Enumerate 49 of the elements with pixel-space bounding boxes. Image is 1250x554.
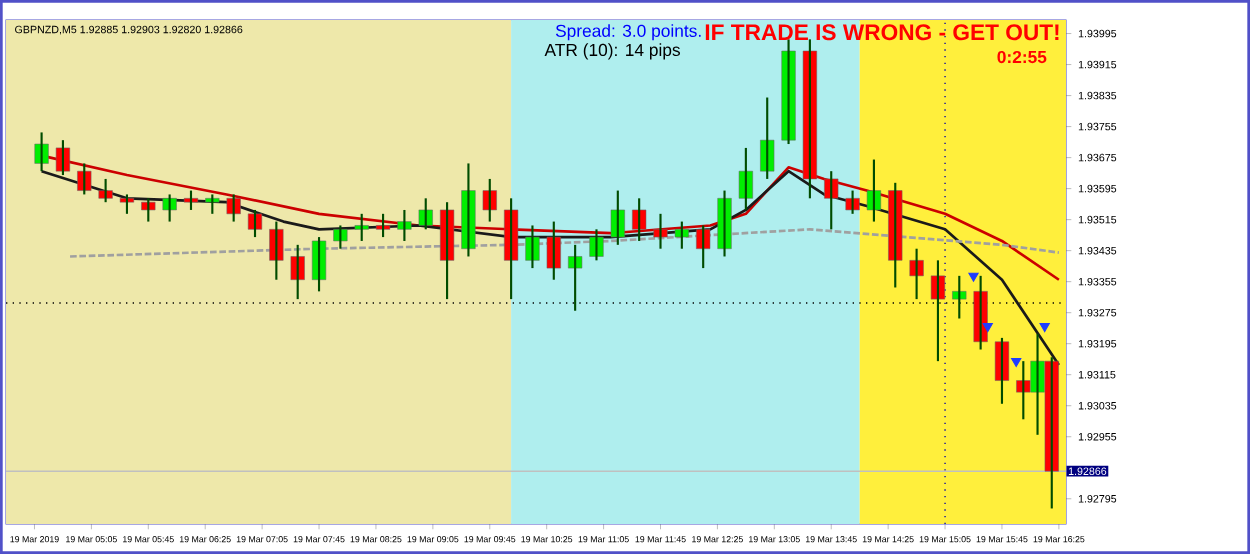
candlestick: [610, 189, 625, 246]
candlestick: [461, 162, 476, 258]
candlestick: [333, 224, 348, 250]
point: [1011, 357, 1022, 368]
candlestick: [34, 131, 49, 173]
candlestick: [845, 189, 860, 215]
candlestick: [375, 212, 391, 239]
candlestick: [802, 38, 817, 200]
candlestick: [397, 208, 412, 243]
candlestick: [418, 197, 433, 231]
candlestick: [482, 177, 497, 223]
candlestick: [119, 193, 135, 215]
candlestick: [55, 139, 71, 177]
line-series: [40, 169, 1061, 367]
candlestick: [205, 193, 220, 215]
point: [982, 323, 993, 333]
candlestick: [504, 197, 519, 301]
candlestick: [696, 224, 711, 270]
candlestick: [311, 236, 327, 293]
candlestick: [632, 197, 647, 243]
candlestick: [568, 243, 583, 312]
candlestick: [141, 197, 156, 223]
candlestick: [183, 189, 199, 212]
candlestick: [952, 274, 967, 320]
candlestick: [653, 212, 668, 250]
candlestick: [162, 193, 177, 223]
candlestick: [888, 181, 903, 289]
candlestick: [930, 259, 946, 363]
annotation: Spread: 3.0 points.: [555, 24, 701, 41]
candlestick: [290, 243, 305, 301]
candlestick: [546, 220, 561, 281]
candlestick: [909, 247, 924, 301]
candlestick: [226, 193, 241, 223]
point: [1039, 323, 1050, 333]
candlestick: [98, 177, 113, 204]
candlestick: [824, 170, 839, 231]
annotation: ATR (10): 14 pips: [544, 43, 680, 60]
candlestick: [994, 336, 1010, 405]
candlestick: [439, 201, 455, 301]
candlestick: [674, 220, 689, 250]
candlestick: [77, 162, 92, 196]
candlestick: [269, 220, 284, 281]
candlestick: [354, 212, 369, 243]
candlestick: [247, 208, 263, 239]
point: [968, 272, 979, 282]
candlestick: [738, 146, 753, 212]
candlestick: [760, 96, 775, 180]
annotation: 0:2:55: [997, 50, 1047, 64]
candlestick: [866, 158, 882, 223]
